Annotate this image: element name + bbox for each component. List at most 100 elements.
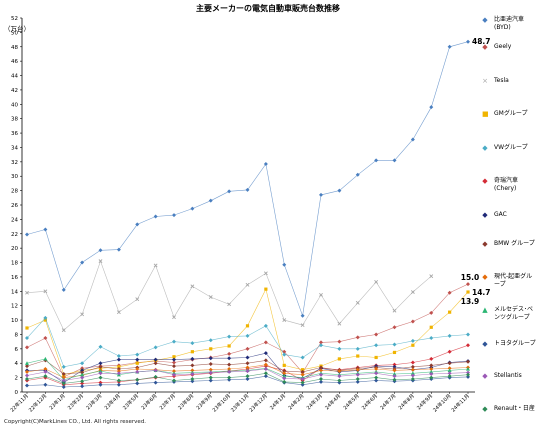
data-point: [245, 374, 250, 379]
data-point: [80, 370, 85, 375]
data-point: [263, 358, 268, 363]
data-point: [153, 263, 158, 268]
data-point: [116, 310, 121, 315]
data-point: [410, 377, 415, 382]
copyright-text: Copyright(C)MarkLines CO., Ltd. All righ…: [4, 419, 147, 425]
legend-marker: ◆: [482, 177, 488, 185]
data-point: [25, 232, 29, 237]
data-point: [98, 369, 103, 373]
data-point: [374, 355, 378, 360]
x-tick-label: 24年8月: [397, 392, 416, 411]
data-point: [172, 378, 176, 383]
data-point: [116, 382, 121, 387]
chart-legend: ◆ 比亜迪汽車 (BYD) ◆ Geely × Tesla ■ GMグループ ◆ VWグループ ◆ 奇…: [482, 0, 536, 429]
data-point: [337, 380, 342, 385]
y-axis-unit-label: （万台）: [4, 24, 30, 33]
y-tick-label: 12: [11, 304, 18, 310]
x-tick-label: 23年11月: [229, 392, 250, 413]
data-point: [80, 260, 85, 265]
data-point: [245, 187, 250, 192]
x-tick-label: 24年2月: [287, 392, 306, 411]
legend-marker: ■: [482, 110, 489, 118]
x-tick-label: 22年11月: [9, 392, 30, 413]
y-tick-label: 48: [11, 45, 18, 51]
data-point: [319, 340, 323, 345]
data-point: [263, 340, 268, 345]
data-point: [392, 372, 397, 376]
legend-marker: ×: [482, 77, 488, 85]
data-point: [356, 354, 360, 358]
data-point: [98, 344, 103, 349]
data-point: [61, 381, 66, 386]
x-tick-label: 24年5月: [342, 392, 361, 411]
data-point: [392, 362, 397, 367]
x-tick-label: 23年4月: [103, 392, 122, 411]
data-point: [447, 333, 452, 338]
data-point: [448, 310, 452, 314]
data-point: [80, 361, 85, 366]
data-point: [227, 366, 232, 371]
data-point: [172, 213, 176, 218]
data-point: [300, 369, 305, 374]
data-point: [227, 344, 231, 348]
y-tick-label: 40: [11, 102, 18, 108]
legend-marker: ◆: [482, 340, 488, 348]
data-point: [282, 363, 286, 367]
data-point: [355, 346, 360, 351]
data-point: [190, 377, 195, 382]
data-point: [208, 361, 213, 366]
data-point: [319, 343, 323, 348]
data-point: [355, 377, 360, 382]
data-point: [227, 189, 232, 194]
data-point: [98, 364, 103, 369]
data-label: 13.9: [461, 297, 480, 306]
data-point: [98, 371, 103, 376]
data-point: [245, 377, 250, 382]
data-point: [208, 338, 213, 343]
data-point: [135, 297, 140, 302]
data-point: [43, 227, 48, 232]
data-point: [300, 323, 305, 328]
data-point: [172, 369, 176, 374]
data-point: [43, 336, 48, 341]
data-point: [374, 375, 379, 380]
y-tick-label: 4: [15, 361, 19, 367]
y-tick-label: 20: [11, 246, 18, 252]
data-point: [172, 357, 176, 362]
data-point: [190, 372, 195, 377]
data-point: [282, 374, 287, 378]
data-point: [25, 364, 29, 369]
data-point: [301, 368, 305, 372]
x-tick-label: 23年10月: [211, 392, 232, 413]
data-point: [447, 371, 452, 376]
data-point: [355, 335, 360, 340]
data-point: [245, 369, 250, 374]
data-point: [374, 280, 379, 284]
data-point: [374, 158, 379, 163]
legend-label: トヨタグループ: [494, 340, 536, 347]
y-tick-label: 36: [11, 131, 18, 137]
legend-marker: ◆: [482, 16, 488, 24]
data-point: [43, 382, 48, 387]
x-tick-label: 24年7月: [379, 392, 398, 411]
data-point: [355, 367, 360, 372]
data-point: [43, 356, 48, 361]
data-point: [337, 378, 342, 383]
data-point: [392, 368, 397, 373]
data-point: [429, 369, 434, 374]
series-line: [26, 260, 432, 331]
data-point: [98, 248, 103, 253]
data-point: [447, 374, 452, 379]
data-point: [208, 198, 213, 203]
data-point: [135, 369, 140, 374]
legend-label: Stellantis: [494, 372, 522, 379]
data-point: [172, 364, 176, 369]
data-point: [374, 378, 379, 383]
data-point: [300, 380, 305, 385]
legend-label: Geely: [494, 43, 512, 50]
data-point: [466, 374, 470, 379]
data-point: [245, 324, 250, 328]
data-point: [263, 162, 268, 167]
legend-label: メルセデス･ベンツグループ: [494, 306, 534, 321]
x-tick-label: 24年11月: [450, 392, 471, 413]
